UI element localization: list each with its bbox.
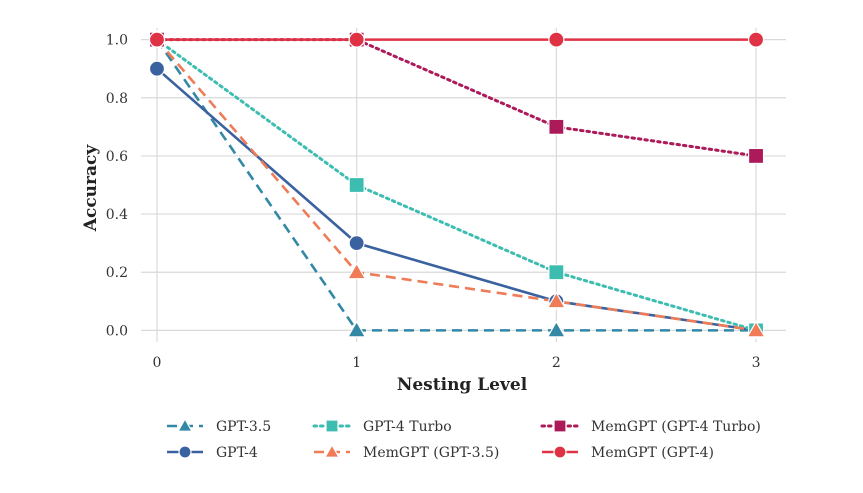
data-point (347, 320, 367, 338)
data-point (548, 31, 565, 48)
series-lines (147, 29, 766, 339)
data-point (347, 262, 367, 280)
x-tick-label: 2 (552, 355, 561, 371)
legend-swatch-marker (324, 443, 340, 458)
data-point (746, 320, 766, 338)
y-tick-label: 0.8 (106, 91, 128, 107)
data-point (548, 264, 565, 281)
legend-item: GPT-4 Turbo (312, 419, 452, 435)
tick-labels: 0.0 0.2 0.4 0.6 0.8 1.0 0 1 2 3 (106, 33, 761, 371)
y-tick-label: 0.0 (106, 323, 128, 339)
legend-item: MemGPT (GPT-4) (542, 445, 714, 461)
legend-item: GPT-4 (167, 445, 258, 461)
legend-swatch-marker (325, 419, 339, 433)
series-line-3 (155, 38, 757, 332)
y-tick-label: 0.6 (106, 149, 128, 165)
legend-label: GPT-4 (216, 445, 258, 461)
data-point (148, 60, 166, 77)
legend-swatch-marker (553, 445, 567, 459)
legend-swatch-marker (553, 419, 567, 433)
y-tick-label: 1.0 (106, 33, 128, 49)
legend-label: MemGPT (GPT-3.5) (363, 445, 499, 461)
legend-label: GPT-3.5 (216, 419, 271, 435)
legend: GPT-3.5 GPT-4 GPT-4 Turbo MemGPT (GPT-3.5) M… (167, 417, 761, 461)
data-point (348, 31, 365, 48)
data-point (747, 147, 765, 165)
y-tick-label: 0.4 (106, 207, 128, 223)
series-line-2 (155, 38, 758, 332)
series-line-0 (155, 38, 757, 332)
legend-label: MemGPT (GPT-4 Turbo) (591, 419, 761, 435)
grid (141, 28, 786, 342)
data-point (546, 320, 567, 338)
data-point (348, 235, 365, 252)
data-point (348, 176, 365, 194)
data-point (747, 31, 765, 48)
data-point (148, 31, 166, 48)
data-point (548, 118, 565, 135)
x-tick-label: 1 (352, 355, 361, 371)
legend-swatch-marker (178, 445, 192, 459)
data-point (546, 291, 567, 309)
y-axis-title: Accuracy (81, 144, 101, 233)
series-line-1 (156, 67, 757, 332)
x-tick-label: 3 (752, 355, 761, 371)
x-tick-label: 0 (153, 355, 162, 371)
legend-item: MemGPT (GPT-4 Turbo) (540, 419, 761, 435)
legend-label: GPT-4 Turbo (363, 419, 452, 435)
x-axis-title: Nesting Level (397, 375, 528, 395)
y-tick-label: 0.2 (106, 265, 128, 281)
legend-swatch-marker (177, 417, 193, 432)
legend-item: GPT-3.5 (167, 417, 271, 435)
legend-item: MemGPT (GPT-3.5) (314, 443, 499, 461)
legend-label: MemGPT (GPT-4) (591, 445, 714, 461)
